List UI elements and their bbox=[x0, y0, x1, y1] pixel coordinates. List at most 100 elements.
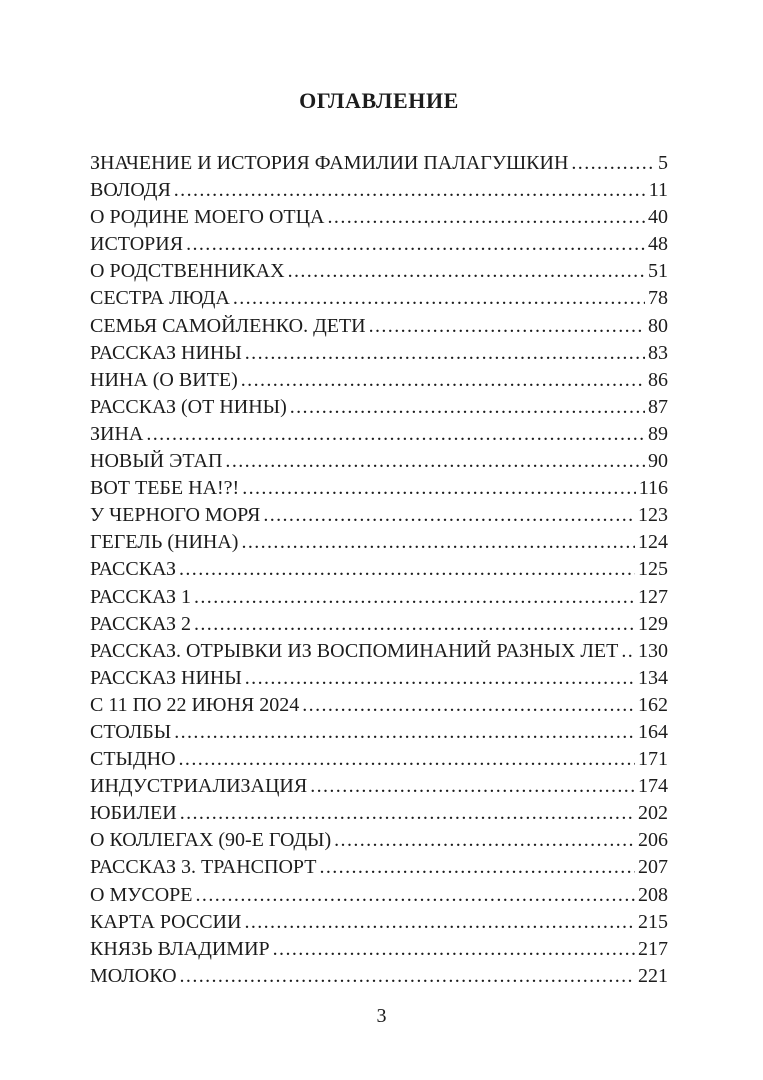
toc-entry: О РОДСТВЕННИКАХ 51 bbox=[90, 260, 668, 287]
toc-entry-leader bbox=[194, 613, 635, 636]
toc-entry-leader bbox=[621, 640, 635, 663]
toc-entry-page: 78 bbox=[648, 287, 668, 310]
toc-entry-leader bbox=[146, 423, 645, 446]
toc-entry-page: 48 bbox=[648, 233, 668, 256]
toc-entry-page: 174 bbox=[638, 775, 668, 798]
toc-entry-title: ЗИНА bbox=[90, 422, 144, 445]
toc-entry: ИСТОРИЯ 48 bbox=[90, 233, 668, 260]
toc-entry-title: О МУСОРЕ bbox=[90, 883, 193, 906]
toc-entry-leader bbox=[242, 477, 636, 500]
toc-entry-leader bbox=[233, 287, 645, 310]
toc-entry-title: С 11 ПО 22 ИЮНЯ 2024 bbox=[90, 693, 300, 716]
toc-entry: ЗНАЧЕНИЕ И ИСТОРИЯ ФАМИЛИИ ПАЛАГУШКИН 5 bbox=[90, 152, 668, 179]
page-title: ОГЛАВЛЕНИЕ bbox=[299, 88, 459, 113]
toc-entry: РАССКАЗ 3. ТРАНСПОРТ 207 bbox=[90, 856, 668, 883]
toc-entry-leader bbox=[263, 504, 635, 527]
toc-entry: МОЛОКО 221 bbox=[90, 965, 668, 992]
toc-entry-page: 129 bbox=[638, 612, 668, 635]
toc-entry-title: РАССКАЗ (ОТ НИНЫ) bbox=[90, 395, 287, 418]
toc-entry-title: РАССКАЗ НИНЫ bbox=[90, 341, 242, 364]
toc-entry-page: 207 bbox=[638, 856, 668, 879]
toc-entry-page: 5 bbox=[658, 152, 668, 174]
toc-entry-page: 90 bbox=[648, 450, 668, 473]
toc-entry: РАССКАЗ 2 129 bbox=[90, 613, 668, 640]
toc-entry: КНЯЗЬ ВЛАДИМИР 217 bbox=[90, 938, 668, 965]
toc-entry-page: 208 bbox=[638, 883, 668, 906]
toc-entry-leader bbox=[302, 694, 635, 717]
toc-entry: С 11 ПО 22 ИЮНЯ 2024 162 bbox=[90, 694, 668, 721]
toc-entry-title: ЗНАЧЕНИЕ И ИСТОРИЯ ФАМИЛИИ ПАЛАГУШКИН bbox=[90, 152, 569, 174]
toc-entry: СЕСТРА ЛЮДА 78 bbox=[90, 287, 668, 314]
toc-entry: ЮБИЛЕИ 202 bbox=[90, 802, 668, 829]
toc-entry-leader bbox=[319, 856, 635, 879]
toc-entry-leader bbox=[241, 369, 645, 392]
toc-entry-leader bbox=[334, 829, 635, 852]
toc-entry-title: ВОТ ТЕБЕ НА!?! bbox=[90, 477, 240, 500]
toc-entry-title: ИНДУСТРИАЛИЗАЦИЯ bbox=[90, 775, 308, 798]
toc-entry: НИНА (О ВИТЕ) 86 bbox=[90, 369, 668, 396]
toc-entry-leader bbox=[225, 450, 645, 473]
toc-entry-leader bbox=[179, 748, 635, 771]
toc-entry-page: 125 bbox=[638, 558, 668, 581]
toc-entry-page: 171 bbox=[638, 748, 668, 771]
toc-entry-title: РАССКАЗ bbox=[90, 558, 176, 581]
toc-entry-title: РАССКАЗ 1 bbox=[90, 585, 191, 608]
toc-entry: РАССКАЗ НИНЫ 83 bbox=[90, 342, 668, 369]
toc-entry-page: 202 bbox=[638, 802, 668, 825]
toc-entry-page: 83 bbox=[648, 341, 668, 364]
toc-entry-title: КАРТА РОССИИ bbox=[90, 910, 242, 933]
toc-entry-title: О РОДИНЕ МОЕГО ОТЦА bbox=[90, 206, 325, 229]
toc-entry-page: 206 bbox=[638, 829, 668, 852]
toc-entry-page: 87 bbox=[648, 395, 668, 418]
toc-entry-title: ГЕГЕЛЬ (НИНА) bbox=[90, 531, 239, 554]
toc-entry-leader bbox=[245, 342, 645, 365]
toc-entry: О КОЛЛЕГАХ (90-Е ГОДЫ) 206 bbox=[90, 829, 668, 856]
toc-entry-leader bbox=[571, 152, 655, 175]
toc-entry: КАРТА РОССИИ 215 bbox=[90, 911, 668, 938]
toc-entry-leader bbox=[194, 586, 635, 609]
toc-entry-title: О РОДСТВЕННИКАХ bbox=[90, 260, 285, 283]
toc-entry-title: СТЫДНО bbox=[90, 748, 176, 771]
toc-entry-leader bbox=[245, 667, 635, 690]
toc-entry: НОВЫЙ ЭТАП 90 bbox=[90, 450, 668, 477]
toc-entry-title: РАССКАЗ. ОТРЫВКИ ИЗ ВОСПОМИНАНИЙ РАЗНЫХ … bbox=[90, 639, 619, 662]
toc-entry-leader bbox=[288, 260, 645, 283]
toc-entry: ИНДУСТРИАЛИЗАЦИЯ 174 bbox=[90, 775, 668, 802]
toc-entry: РАССКАЗ. ОТРЫВКИ ИЗ ВОСПОМИНАНИЙ РАЗНЫХ … bbox=[90, 640, 668, 667]
toc-entry-title: У ЧЕРНОГО МОРЯ bbox=[90, 504, 261, 527]
toc-entry-title: МОЛОКО bbox=[90, 964, 177, 987]
toc-entry-title: ВОЛОДЯ bbox=[90, 179, 171, 202]
toc-entry-title: СЕМЬЯ САМОЙЛЕНКО. ДЕТИ bbox=[90, 314, 366, 337]
toc-entry-title: О КОЛЛЕГАХ (90-Е ГОДЫ) bbox=[90, 829, 332, 852]
toc-entry-page: 164 bbox=[638, 720, 668, 743]
toc-entry: О МУСОРЕ 208 bbox=[90, 884, 668, 911]
toc-entry-title: СЕСТРА ЛЮДА bbox=[90, 287, 230, 310]
toc-entry-leader bbox=[290, 396, 645, 419]
toc-entry: СТЫДНО 171 bbox=[90, 748, 668, 775]
toc-entry-page: 124 bbox=[638, 531, 668, 554]
toc-entry-page: 217 bbox=[638, 937, 668, 960]
toc-entry-leader bbox=[180, 965, 635, 988]
toc-entry-title: РАССКАЗ 3. ТРАНСПОРТ bbox=[90, 856, 317, 879]
toc-list: ЗНАЧЕНИЕ И ИСТОРИЯ ФАМИЛИИ ПАЛАГУШКИН 5 … bbox=[90, 152, 668, 992]
toc-entry-leader bbox=[328, 206, 645, 229]
toc-entry-page: 215 bbox=[638, 910, 668, 933]
toc-entry-page: 51 bbox=[648, 260, 668, 283]
toc-entry-leader bbox=[310, 775, 635, 798]
toc-entry: ГЕГЕЛЬ (НИНА) 124 bbox=[90, 531, 668, 558]
toc-entry-leader bbox=[241, 531, 635, 554]
toc-entry-leader bbox=[273, 938, 635, 961]
toc-entry-page: 11 bbox=[648, 179, 668, 202]
toc-entry: ВОЛОДЯ 11 bbox=[90, 179, 668, 206]
toc-entry-page: 130 bbox=[638, 639, 668, 662]
toc-entry-leader bbox=[174, 721, 635, 744]
toc-entry-leader bbox=[196, 884, 635, 907]
page-number: 3 bbox=[376, 1005, 387, 1027]
toc-entry-page: 80 bbox=[648, 314, 668, 337]
toc-entry: О РОДИНЕ МОЕГО ОТЦА 40 bbox=[90, 206, 668, 233]
toc-entry-title: НИНА (О ВИТЕ) bbox=[90, 368, 238, 391]
toc-entry-leader bbox=[180, 802, 635, 825]
toc-entry: РАССКАЗ НИНЫ 134 bbox=[90, 667, 668, 694]
toc-entry-leader bbox=[174, 179, 646, 202]
